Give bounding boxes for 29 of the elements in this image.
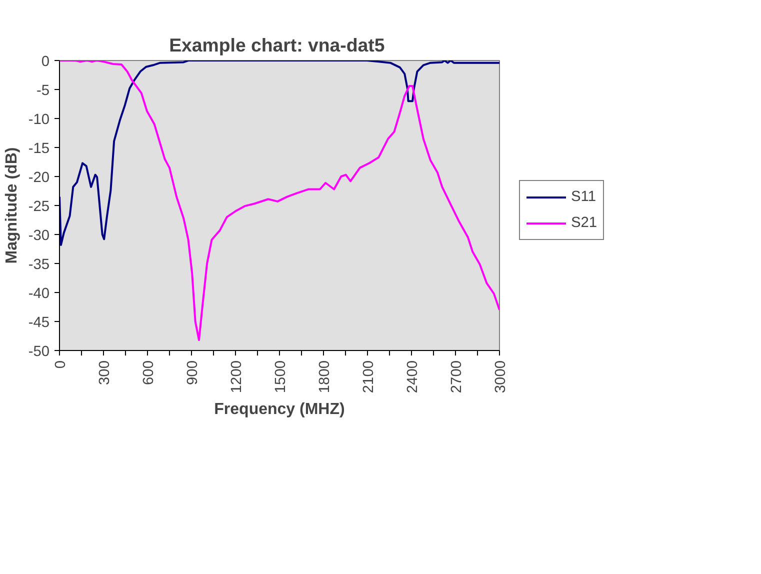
y-tick-label: -25 (28, 199, 50, 215)
x-tick-label: 2100 (361, 360, 377, 394)
y-tick-label: 0 (41, 54, 50, 70)
y-tick-label: -45 (28, 315, 50, 331)
y-tick-label: -35 (28, 257, 50, 273)
x-tick-label: 300 (97, 360, 113, 385)
y-tick-label: -20 (28, 170, 50, 186)
y-tick-label: -5 (36, 83, 50, 99)
y-tick-label: -40 (28, 286, 50, 302)
x-tick-label: 1800 (317, 360, 333, 394)
chart-title: Example chart: vna-dat5 (169, 34, 385, 56)
legend-label: S11 (571, 189, 596, 205)
line-series (60, 60, 500, 342)
x-tick-label: 900 (185, 360, 201, 385)
y-tick-label: -15 (28, 141, 50, 157)
y-tick-label: -30 (28, 228, 50, 244)
x-tick-label: 3000 (493, 360, 509, 394)
y-axis-title: Magnitude (dB) (3, 147, 20, 264)
y-tick-label: -10 (28, 112, 50, 128)
line-series (60, 60, 500, 246)
x-tick-label: 600 (141, 360, 157, 385)
x-axis-title: Frequency (MHZ) (214, 401, 345, 418)
x-tick-label: 1200 (229, 360, 245, 394)
x-tick-label: 0 (53, 360, 69, 369)
x-tick-label: 2400 (405, 360, 421, 394)
legend-label: S21 (571, 215, 598, 231)
x-tick-label: 2700 (449, 360, 465, 394)
y-tick-label: -50 (28, 344, 50, 360)
x-tick-label: 1500 (273, 360, 289, 394)
